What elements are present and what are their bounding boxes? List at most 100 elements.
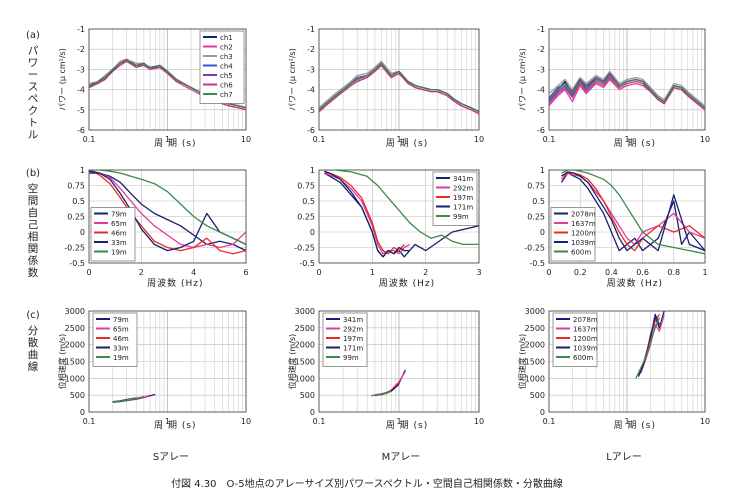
row-label-char: ー [28,69,39,81]
series-line [112,396,145,403]
y-tick-label: -2 [537,45,545,54]
y-tick-label: -5 [307,106,315,115]
y-tick-label: -5 [77,106,85,115]
row-label-char: ル [28,129,39,141]
legend-label: 33m [113,345,129,353]
legend-label: ch1 [220,34,233,42]
y-axis-title: 位相速度 (m/s) [57,334,67,389]
x-tick-label: 2 [139,268,144,277]
row-label-char: ト [28,117,39,129]
legend-label: 19m [111,249,127,257]
series-line [549,74,705,109]
chart-b2: -0.5 -0.25 0 0.25 0.5 0.75 1 0 1 2 3 周波数 (Hz) 341m 29… [294,166,481,289]
row-label-char: 散 [28,336,39,349]
series-line [561,171,705,252]
y-tick-label: -3 [307,65,315,74]
y-tick-label: 3000 [295,307,315,316]
y-axis-title: パワー (μ cm²/s) [288,48,297,111]
row-label-char: ス [28,81,39,93]
x-axis-title: 周波数 (Hz) [379,277,435,289]
y-tick-label: 1500 [295,358,315,367]
x-tick-label: 1 [165,135,170,144]
y-tick-label: 3000 [525,307,545,316]
x-tick-label: 0 [316,268,321,277]
y-tick-label: 0 [310,408,315,417]
legend-label: 341m [453,175,473,183]
legend-label: 99m [343,354,359,362]
legend-label: ch3 [220,53,233,61]
y-tick-label: 1000 [525,374,545,383]
row-label-char: 空 [28,182,39,195]
legend-label: 46m [111,230,127,238]
y-tick-label: 0 [80,408,85,417]
chart-b1: -0.5 -0.25 0 0.25 0.5 0.75 1 0 2 4 6 周波数 (Hz) 79m65m… [64,166,248,289]
series-group [560,170,705,255]
plot-frame [548,310,706,413]
row-label: (b) 空間自己相関係数 [26,168,40,279]
x-tick-label: 10 [700,417,710,426]
x-tick-label: 1 [396,135,401,144]
legend-label: 1637m [573,326,598,334]
chart-c3: 0 500 1000 1500 2000 2500 3000 0.1 1 10 周 期 (s) 位相速… [517,307,710,431]
x-tick-label: 0 [546,268,551,277]
x-tick-label: 0.1 [83,135,96,144]
y-tick-label: -1 [77,25,85,34]
y-tick-label: 2500 [295,324,315,333]
x-tick-label: 2 [423,268,428,277]
row-label-char: 分 [28,325,39,337]
x-axis-title: 周 期 (s) [154,420,196,431]
y-tick-label: -0.5 [299,259,315,268]
y-tick-label: -0.5 [529,259,545,268]
y-tick-label: 1 [540,166,545,175]
y-tick-label: -4 [77,86,85,95]
x-tick-label: 0.1 [313,417,326,426]
y-tick-label: 2500 [525,324,545,333]
plot-frame [318,28,480,131]
series-line [561,172,705,246]
chart-a2: -6 -5 -4 -3 -2 -1 0.1 1 10 周 期 (s) パワー (μ cm²/s) [288,25,484,149]
x-tick-label: 0 [86,268,91,277]
y-tick-label: 500 [300,391,315,400]
y-tick-label: 3000 [65,307,85,316]
row-label-char: 係 [28,255,39,267]
series-group [635,311,665,379]
row-label-char: 関 [28,243,39,255]
legend-label: 600m [573,354,593,362]
series-line [635,317,661,379]
row-label-char: ワ [28,57,39,69]
x-axis-title: 周波数 (Hz) [607,277,663,289]
legend-label: 46m [113,335,129,343]
x-tick-label: 1 [624,417,629,426]
y-tick-label: 500 [530,391,545,400]
y-tick-label: -2 [307,45,315,54]
x-tick-label: 4 [191,268,196,277]
series-line [549,76,705,111]
y-tick-label: 1 [80,166,85,175]
y-tick-label: 0.5 [302,197,315,206]
y-tick-label: -1 [537,25,545,34]
y-tick-label: -0.25 [524,244,545,253]
y-tick-label: -2 [77,45,85,54]
series-line [319,64,479,115]
legend-label: 2078m [571,211,596,219]
legend-label: 79m [111,211,127,219]
row-label-char: パ [28,45,39,57]
legend-label: 2078m [573,316,598,324]
legend-label: 292m [453,185,473,193]
plot-frame [88,28,247,131]
y-tick-label: 500 [70,391,85,400]
y-tick-label: 2000 [65,341,85,350]
chart-b3: -0.5 -0.25 0 0.25 0.5 0.75 1 0 0.2 0.4 0.6 0.8 1 周波数 … [524,166,707,289]
array-label: Sアレー [153,452,189,463]
legend-label: ch2 [220,44,233,52]
x-tick-label: 1 [702,268,707,277]
row-label-char: 曲 [28,349,39,361]
y-axis-title: 位相速度 (m/s) [287,334,297,389]
y-tick-label: -4 [307,86,315,95]
legend-box [199,30,245,104]
legend-label: 19m [113,354,129,362]
